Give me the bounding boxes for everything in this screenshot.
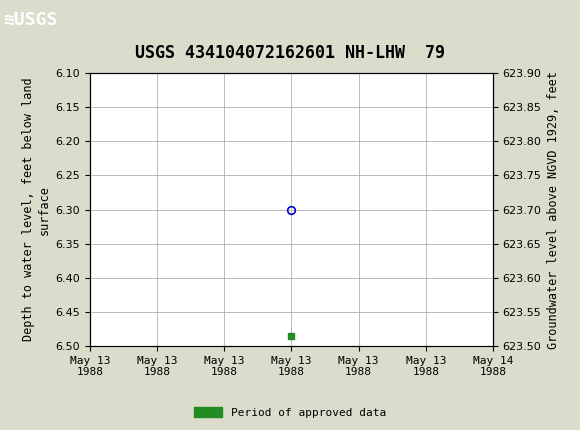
Y-axis label: Groundwater level above NGVD 1929, feet: Groundwater level above NGVD 1929, feet — [547, 71, 560, 349]
Text: ≋USGS: ≋USGS — [3, 11, 57, 29]
Legend: Period of approved data: Period of approved data — [190, 403, 390, 422]
Y-axis label: Depth to water level, feet below land
surface: Depth to water level, feet below land su… — [22, 78, 51, 341]
Text: USGS 434104072162601 NH-LHW  79: USGS 434104072162601 NH-LHW 79 — [135, 44, 445, 62]
